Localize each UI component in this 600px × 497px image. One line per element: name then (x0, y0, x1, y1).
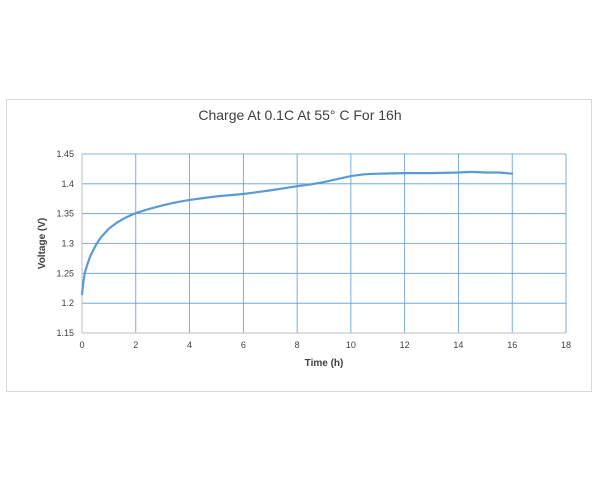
x-tick-label: 8 (295, 340, 300, 350)
x-tick-label: 2 (133, 340, 138, 350)
series-line-0 (80, 170, 514, 296)
y-tick-label: 1.3 (61, 239, 74, 249)
x-tick-label: 16 (507, 340, 517, 350)
x-tick-label: 18 (561, 340, 571, 350)
x-tick-label: 12 (400, 340, 410, 350)
grid-lines (81, 153, 567, 334)
y-tick-labels: 1.15 1.2 1.25 1.3 1.35 1.4 1.45 (56, 149, 74, 338)
x-tick-label: 10 (346, 340, 356, 350)
y-tick-label: 1.15 (56, 328, 74, 338)
data-series (80, 170, 514, 296)
x-axis-title: Time (h) (305, 358, 344, 369)
y-axis-title: Voltage (V) (37, 218, 48, 269)
chart-area (6, 99, 592, 392)
y-tick-label: 1.2 (61, 298, 74, 308)
x-tick-label: 6 (241, 340, 246, 350)
axes (81, 154, 566, 334)
y-tick-label: 1.4 (61, 179, 74, 189)
x-tick-labels: 0 2 4 6 8 10 12 14 16 18 (79, 340, 571, 350)
x-tick-label: 4 (187, 340, 192, 350)
y-tick-label: 1.35 (56, 209, 74, 219)
chart-title: Charge At 0.1C At 55° C For 16h (198, 107, 402, 123)
y-tick-label: 1.45 (56, 149, 74, 159)
x-tick-label: 0 (79, 340, 84, 350)
y-tick-label: 1.25 (56, 268, 74, 278)
x-tick-label: 14 (453, 340, 463, 350)
